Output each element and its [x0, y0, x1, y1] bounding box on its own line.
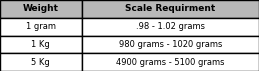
Text: Weight: Weight [23, 4, 59, 13]
Text: 4900 grams - 5100 grams: 4900 grams - 5100 grams [116, 58, 225, 67]
Text: 1 Kg: 1 Kg [31, 40, 50, 49]
Bar [82, 53, 259, 71]
Bar [0, 53, 82, 71]
Text: 1 gram: 1 gram [26, 22, 56, 31]
Text: .98 - 1.02 grams: .98 - 1.02 grams [136, 22, 205, 31]
Text: Scale Requirment: Scale Requirment [125, 4, 215, 13]
Bar [0, 36, 82, 53]
Text: 5 Kg: 5 Kg [31, 58, 50, 67]
Bar [82, 18, 259, 36]
Bar [82, 0, 259, 18]
Bar [0, 18, 82, 36]
Bar [82, 36, 259, 53]
Text: 980 grams - 1020 grams: 980 grams - 1020 grams [119, 40, 222, 49]
Bar [0, 0, 82, 18]
